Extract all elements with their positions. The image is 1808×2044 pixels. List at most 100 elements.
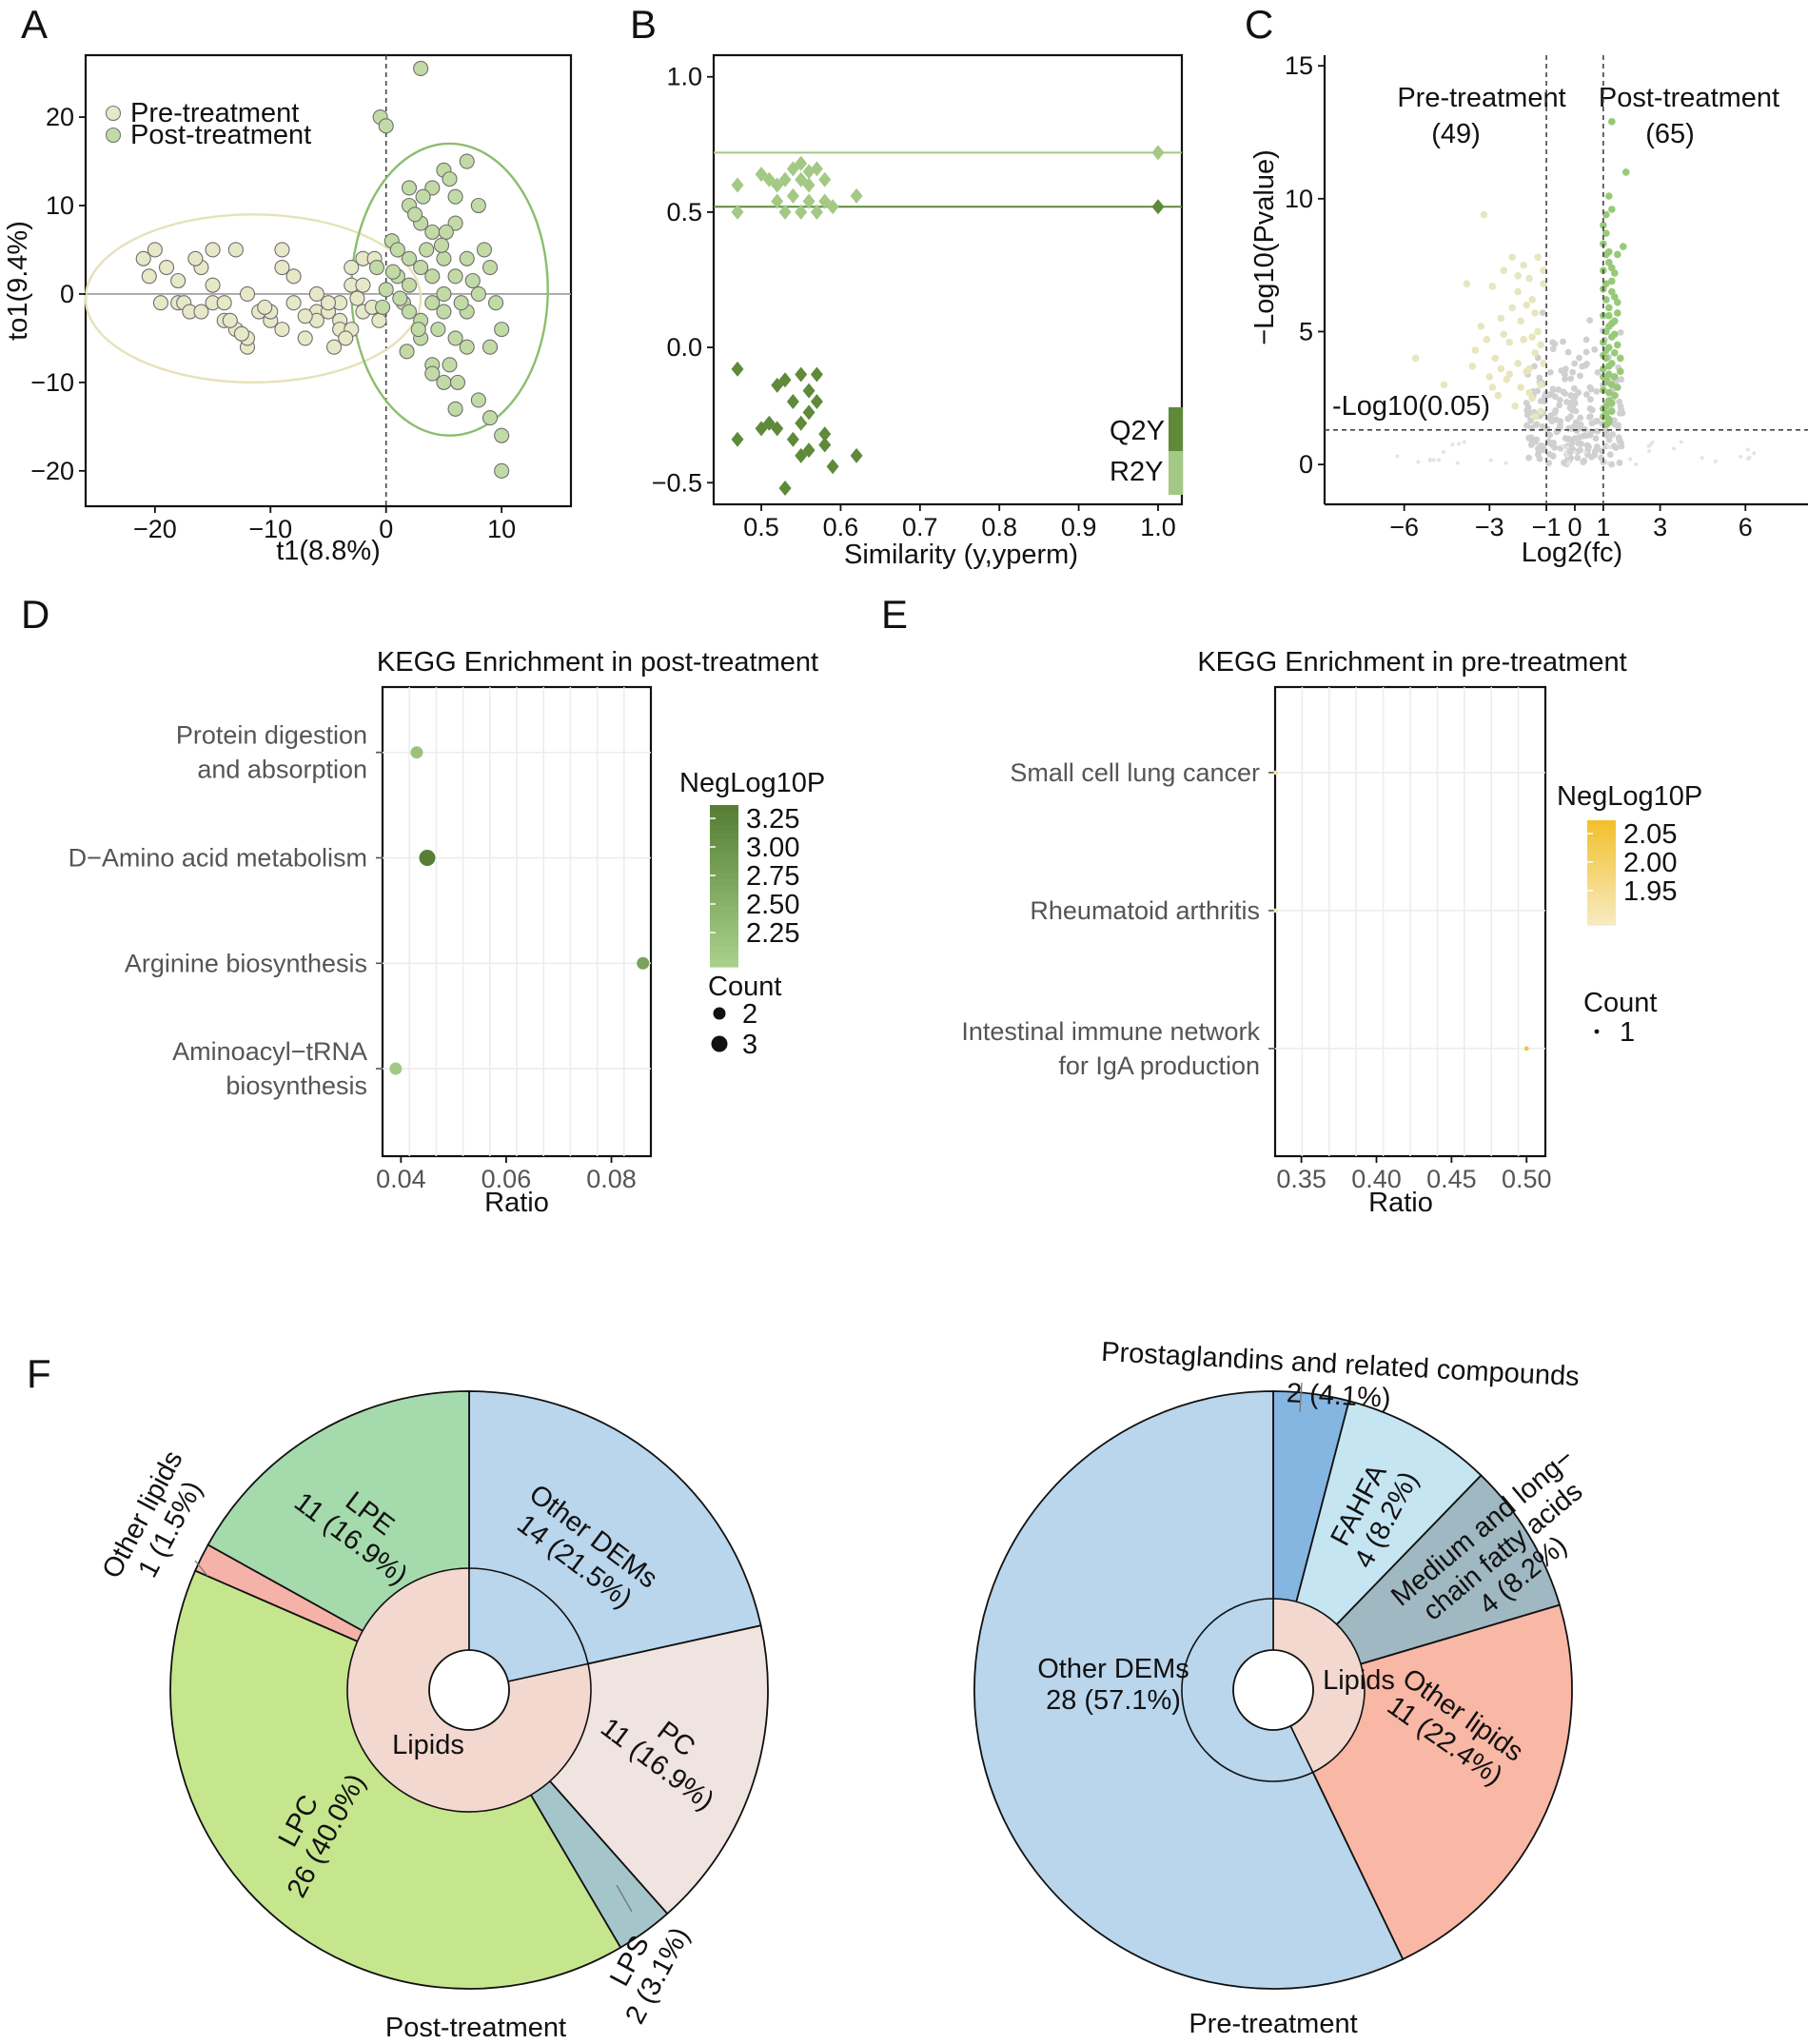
panelE-x-tick-label: 0.50 xyxy=(1502,1165,1552,1193)
pca-point xyxy=(147,242,163,258)
panelD-category-label: and absorption xyxy=(197,756,367,784)
volcano-sig-point xyxy=(1600,364,1607,373)
pca-point xyxy=(436,304,452,320)
volcano-sig-point xyxy=(1608,118,1616,126)
panelD-colorbar-label: 2.75 xyxy=(746,861,799,892)
pca-x-tick-label: 10 xyxy=(487,515,516,543)
pca-point xyxy=(141,268,157,285)
perm-q2y-point xyxy=(826,459,839,475)
volcano-sig-point xyxy=(1608,400,1616,407)
volcano-ns-point xyxy=(1427,457,1432,462)
panelD-colorbar-segment xyxy=(710,946,738,954)
volcano-ns-point xyxy=(1570,384,1578,392)
panel-label-e: E xyxy=(881,592,908,637)
volcano-ns-point xyxy=(1546,431,1554,439)
perm-r2y-point xyxy=(810,161,823,177)
volcano-ns-point xyxy=(1646,443,1651,448)
pca-point xyxy=(285,268,302,285)
volcano-ns-point xyxy=(1593,387,1601,395)
donut-slice-label-line: 28 (57.1%) xyxy=(1046,1685,1181,1716)
panelE-x-tick-label: 0.45 xyxy=(1426,1165,1477,1193)
volcano-sig-point xyxy=(1605,415,1613,423)
volcano-ns-point xyxy=(1536,455,1543,462)
volcano-ns-point xyxy=(1581,457,1588,464)
pca-point xyxy=(447,188,463,205)
panelE-size-legend-dot xyxy=(1594,1029,1600,1034)
panelD-size-legend-dot xyxy=(713,1007,726,1020)
pca-point xyxy=(494,462,510,479)
volcano-sig-point xyxy=(1497,314,1505,323)
volcano-sig-point xyxy=(1605,362,1613,370)
panelD-colorbar-segment xyxy=(710,913,738,921)
volcano-ns-point xyxy=(1603,431,1610,439)
pca-point xyxy=(401,180,418,196)
volcano-sig-point xyxy=(1611,330,1619,339)
kegg-post-size-legend-title: Count xyxy=(708,972,781,1002)
volcano-ns-point xyxy=(1591,345,1599,353)
perm-r2y-point xyxy=(850,187,863,204)
volcano-ns-point xyxy=(1462,440,1466,444)
perm-q2y-point xyxy=(810,366,823,383)
pca-point xyxy=(135,250,151,266)
volcano-ns-point xyxy=(1534,354,1542,362)
pca-point xyxy=(442,171,458,187)
volcano-sig-point xyxy=(1480,210,1488,219)
kegg-post-x-axis-label: Ratio xyxy=(484,1188,549,1218)
pca-point xyxy=(274,322,290,338)
volcano-ns-point xyxy=(1588,420,1596,427)
pca-point xyxy=(433,237,450,253)
panelE-colorbar-segment xyxy=(1587,829,1616,835)
volcano-sig-point xyxy=(1537,381,1544,389)
volcano-sig-point xyxy=(1500,266,1508,275)
panelE-colorbar-segment xyxy=(1587,859,1616,865)
kegg-post-plot: KEGG Enrichment in post-treatment Ratio … xyxy=(69,647,826,1218)
volcano-pre-annotation: Pre-treatment xyxy=(1397,83,1565,113)
pca-point xyxy=(375,299,391,315)
pca-point xyxy=(355,277,371,293)
pca-point xyxy=(494,427,510,443)
volcano-sig-point xyxy=(1528,296,1536,304)
pca-point xyxy=(320,295,337,311)
volcano-ns-point xyxy=(1588,406,1596,414)
pca-point xyxy=(430,322,446,338)
perm-x-tick-label: 0.7 xyxy=(902,513,938,541)
panelD-colorbar-segment xyxy=(710,872,738,880)
volcano-ns-point xyxy=(1549,452,1557,460)
volcano-sig-point xyxy=(1523,367,1530,376)
volcano-ns-point xyxy=(1577,414,1584,422)
volcano-sig-point xyxy=(1602,421,1610,429)
volcano-sig-point xyxy=(1605,304,1613,312)
panelD-colorbar-segment xyxy=(710,919,738,928)
perm-x-axis-label: Similarity (y,yperm) xyxy=(844,540,1078,570)
pca-point xyxy=(368,260,385,276)
volcano-ns-point xyxy=(1571,360,1579,367)
pca-point xyxy=(464,272,481,289)
pca-legend-pre-label: Pre-treatment xyxy=(130,98,299,128)
perm-q2y-point xyxy=(778,372,792,388)
panelE-colorbar-segment xyxy=(1587,820,1616,826)
perm-q2y-point xyxy=(731,431,744,447)
pca-frame xyxy=(84,53,573,508)
perm-legend-r2y-swatch xyxy=(1169,451,1183,495)
volcano-sig-point xyxy=(1534,327,1542,336)
panelD-size-legend-label: 3 xyxy=(742,1030,757,1060)
pca-point xyxy=(407,206,423,223)
panelE-colorbar-segment xyxy=(1587,903,1616,909)
volcano-ns-point xyxy=(1586,413,1593,421)
panelD-colorbar-segment xyxy=(710,818,738,826)
panelD-colorbar-segment xyxy=(710,926,738,934)
pca-point xyxy=(459,250,475,266)
volcano-ns-point xyxy=(1549,345,1557,353)
volcano-sig-point xyxy=(1613,250,1621,259)
volcano-sig-point xyxy=(1611,269,1619,277)
panelE-colorbar-label: 1.95 xyxy=(1623,876,1677,907)
volcano-y-tick-label: 10 xyxy=(1285,185,1313,213)
perm-q2y-point xyxy=(802,404,816,421)
volcano-ns-point xyxy=(1628,457,1633,462)
volcano-y-axis-label: −Log10(Pvalue) xyxy=(1249,149,1280,345)
volcano-sig-point xyxy=(1508,253,1517,262)
volcano-ns-point xyxy=(1549,385,1557,393)
panelE-colorbar-segment xyxy=(1587,846,1616,852)
volcano-sig-point xyxy=(1605,370,1613,378)
perm-q2y-point xyxy=(810,393,823,409)
